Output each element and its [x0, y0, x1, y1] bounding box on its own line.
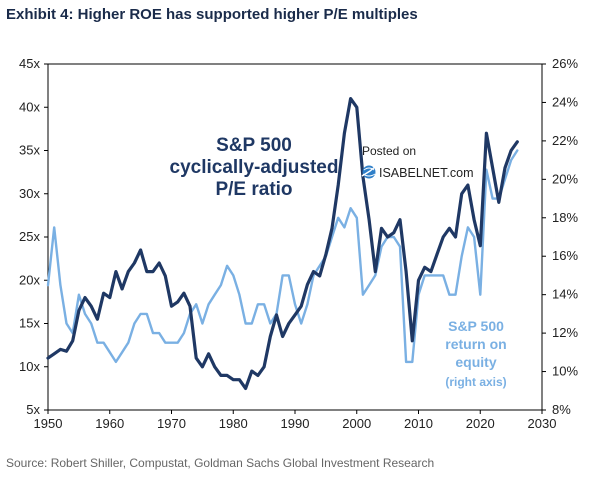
watermark: Posted on ISABELNET.com: [361, 144, 473, 180]
y-right-tick-label: 12%: [552, 325, 578, 340]
y-right-tick-label: 20%: [552, 171, 578, 186]
x-tick-label: 1980: [219, 416, 248, 431]
roe-annotation-line: return on: [445, 336, 506, 352]
y-left-tick-label: 25x: [19, 229, 40, 244]
x-tick-label: 1970: [157, 416, 186, 431]
x-tick-label: 2000: [342, 416, 371, 431]
y-right-tick-label: 16%: [552, 248, 578, 263]
x-tick-label: 2010: [404, 416, 433, 431]
y-left-tick-label: 30x: [19, 186, 40, 201]
globe-icon: [361, 165, 377, 179]
x-tick-label: 1950: [34, 416, 63, 431]
roe-annotation-line: S&P 500: [448, 318, 504, 334]
pe-annotation-line: S&P 500: [216, 135, 292, 156]
y-right-tick-label: 26%: [552, 56, 578, 71]
roe-line: [46, 149, 519, 364]
roe-annotation-line: (right axis): [445, 375, 506, 389]
y-left-tick-label: 45x: [19, 56, 40, 71]
y-right-tick-label: 18%: [552, 210, 578, 225]
pe-annotation-line: cyclically-adjusted: [170, 157, 339, 178]
y-left-tick-label: 35x: [19, 143, 40, 158]
series-group: [46, 97, 519, 390]
roe-annotation-line: equity: [455, 354, 496, 370]
y-left-tick-label: 5x: [26, 402, 40, 417]
chart-title: Exhibit 4: Higher ROE has supported high…: [6, 6, 418, 23]
axes: 1950 1960 1970 1980 1990 2000 2010 2020 2030 5x 10…: [19, 56, 578, 431]
y-left-tick-label: 10x: [19, 359, 40, 374]
y-right-tick-label: 8%: [552, 402, 571, 417]
source-note: Source: Robert Shiller, Compustat, Goldm…: [6, 456, 435, 470]
y-right-tick-label: 10%: [552, 364, 578, 379]
x-tick-label: 2030: [528, 416, 557, 431]
x-tick-label: 2020: [466, 416, 495, 431]
x-tick-label: 1960: [95, 416, 124, 431]
y-right-tick-label: 24%: [552, 94, 578, 109]
y-left-tick-label: 15x: [19, 316, 40, 331]
pe-ratio-line: [46, 97, 519, 390]
x-tick-label: 1990: [281, 416, 310, 431]
y-left-tick-label: 40x: [19, 99, 40, 114]
globe-icon-swoosh: [361, 165, 377, 177]
y-right-tick-label: 22%: [552, 133, 578, 148]
watermark-site: ISABELNET.com: [379, 166, 473, 180]
y-left-tick-label: 20x: [19, 272, 40, 287]
watermark-posted-on: Posted on: [362, 144, 416, 158]
y-right-tick-label: 14%: [552, 287, 578, 302]
pe-annotation-line: P/E ratio: [215, 179, 292, 200]
